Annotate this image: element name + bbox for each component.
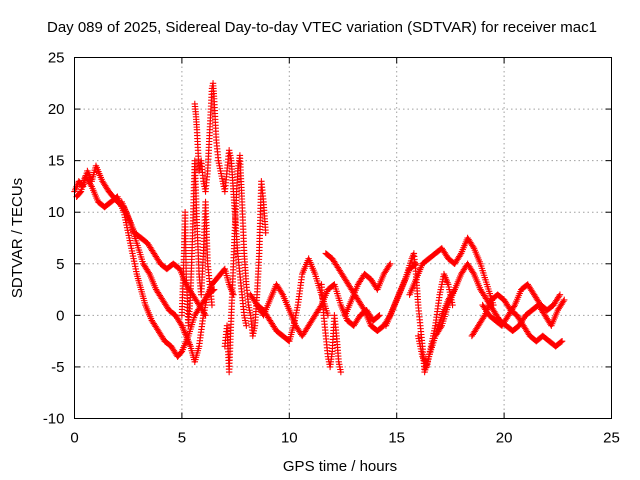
series-track-8 [247,255,332,345]
data-point-markers [406,234,497,309]
series-track-5 [178,157,216,329]
x-tick-label: 0 [70,430,78,447]
x-tick-label: 10 [281,430,298,447]
data-series [71,80,568,376]
x-tick-label: 15 [388,430,405,447]
y-tick-label: 20 [48,101,65,118]
series-track-4 [191,80,250,329]
data-point-markers [341,260,394,319]
data-point-markers [247,255,332,345]
y-tick-label: 10 [48,204,65,221]
data-point-markers [221,152,269,376]
y-tick-label: 5 [56,256,64,273]
data-point-markers [318,281,345,376]
y-tick-label: 0 [56,307,64,324]
series-track-11 [341,260,394,319]
x-axis-label: GPS time / hours [283,458,397,475]
y-tick-labels: -10 -5 0 5 10 15 20 25 [43,50,65,428]
y-tick-label: 15 [48,153,65,170]
series-track-16 [479,281,564,329]
y-tick-label: -5 [51,359,64,376]
series-track-17 [414,270,456,371]
chart-title: Day 089 of 2025, Sidereal Day-to-day VTE… [47,19,597,36]
x-tick-labels: 0 5 10 15 20 25 [70,430,620,447]
series-track-13 [406,234,497,309]
data-point-markers [73,172,218,360]
data-point-markers [191,80,250,329]
plot-frame [74,57,612,419]
y-tick-label: -10 [43,411,65,428]
data-point-markers [178,157,216,329]
data-point-markers [414,270,456,371]
x-tick-label: 20 [496,430,513,447]
x-tick-label: 5 [178,430,186,447]
y-axis-label: SDTVAR / TECUs [9,178,26,298]
series-track-2 [73,172,218,360]
x-tick-label: 25 [603,430,620,447]
series-track-6 [221,152,269,376]
axis-ticks [74,57,612,419]
grid-lines [74,57,612,419]
data-point-markers [479,281,564,329]
series-track-9 [318,281,345,376]
y-tick-label: 25 [48,50,65,67]
